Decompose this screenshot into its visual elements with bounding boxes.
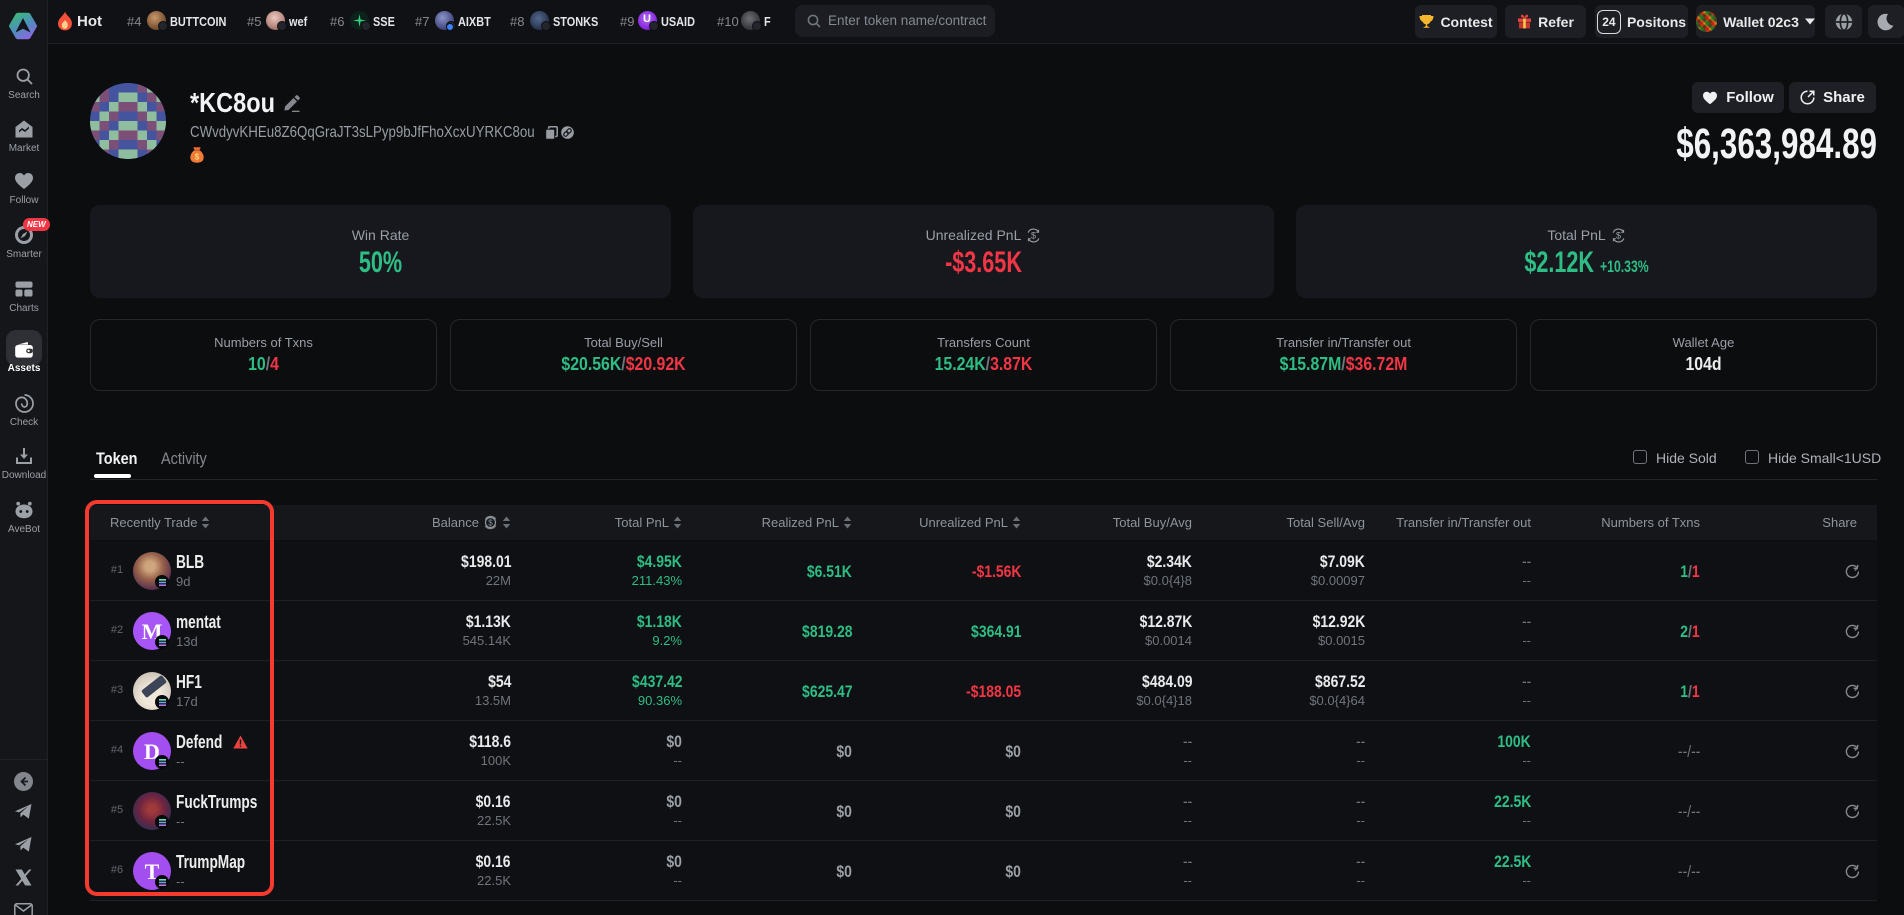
svg-text:$: $: [488, 518, 493, 527]
svg-text:$: $: [195, 153, 200, 162]
svg-text:$: $: [1616, 230, 1621, 240]
svg-text:$: $: [1031, 230, 1036, 240]
